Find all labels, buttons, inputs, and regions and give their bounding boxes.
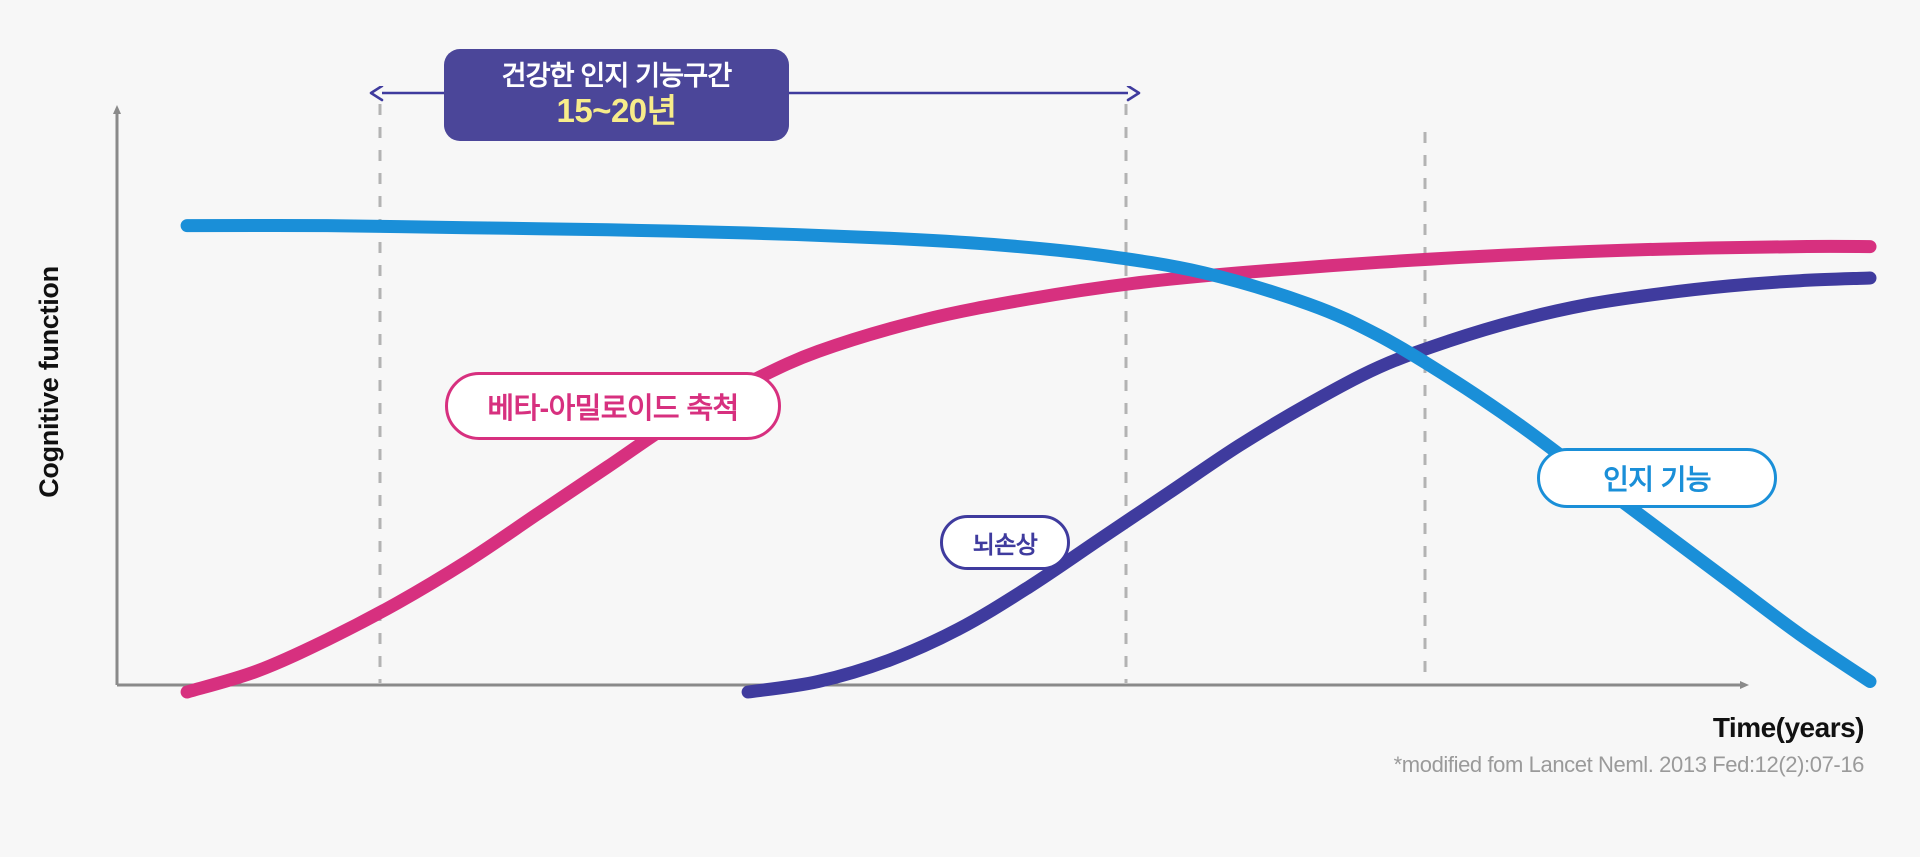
healthy-range-badge: 건강한 인지 기능구간 15~20년: [444, 49, 789, 141]
series-label-amyloid: 베타-아밀로이드 축척: [445, 372, 781, 440]
axes: [113, 105, 1749, 689]
series-label-cognition: 인지 기능: [1537, 448, 1777, 508]
curve-brain-damage: [741, 271, 1877, 699]
healthy-range-title: 건강한 인지 기능구간: [501, 60, 733, 91]
source-citation: *modified fom Lancet Neml. 2013 Fed:12(2…: [1393, 752, 1865, 777]
y-axis-title: Cognitive function: [34, 266, 64, 498]
curve-amyloid: [180, 239, 1877, 699]
curve-cognition: [180, 218, 1877, 688]
healthy-range-duration: 15~20년: [556, 92, 677, 130]
vertical-dashed-guides: [378, 104, 1427, 683]
x-axis-title: Time(years): [1712, 712, 1865, 743]
series-label-brain-damage: 뇌손상: [940, 515, 1070, 570]
